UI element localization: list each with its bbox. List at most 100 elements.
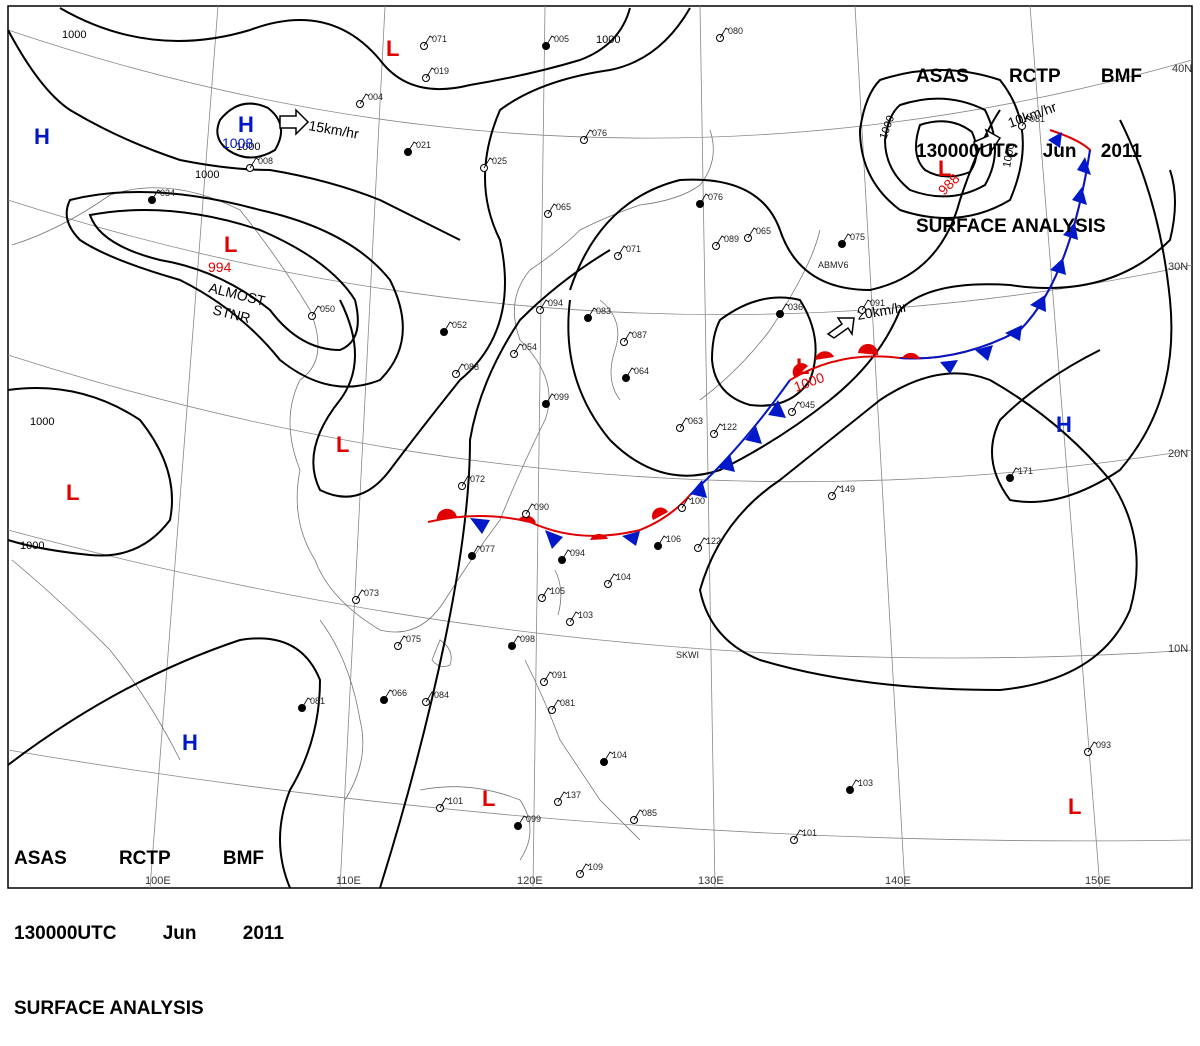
station-pressure-label: 094 [570, 548, 585, 558]
isobar-label: 1000 [236, 141, 260, 153]
station-pressure-label: 034 [160, 188, 175, 198]
coast-hainan [431, 639, 452, 668]
header-agency: RCTP [1008, 66, 1061, 87]
wind-barb-icon [587, 307, 598, 319]
coast-indochina [319, 619, 364, 801]
wind-barb-icon [397, 635, 408, 647]
station-plot: 065 [744, 226, 771, 242]
wind-barb-icon [551, 699, 562, 711]
almost-stnr-note: ALMOST STNR [207, 279, 267, 326]
coast-mainland [11, 129, 714, 633]
station-pressure-label: 106 [666, 534, 681, 544]
wind-barb-icon [547, 203, 558, 215]
header-source: BMF [1100, 66, 1142, 87]
station-pressure-label: 036 [788, 302, 803, 312]
station-pressure-label: 021 [416, 140, 431, 150]
station-pressure-label: 103 [858, 778, 873, 788]
wind-barb-icon [425, 691, 436, 703]
station-pressure-label: 109 [588, 862, 603, 872]
isobar-se-loop [991, 119, 1173, 503]
station-pressure-label: 103 [578, 610, 593, 620]
wind-barb-icon [423, 35, 434, 47]
wind-barb-icon [151, 189, 162, 201]
cold-front-segment [689, 379, 791, 496]
high-center-symbol: H [1056, 412, 1072, 437]
isobar-jp-loop [710, 296, 817, 407]
meridian-100e [149, 5, 219, 889]
wind-barb-icon [539, 299, 550, 311]
wind-barb-icon [1087, 741, 1098, 753]
note-stnr: STNR [211, 301, 252, 326]
isobar-h1008-ring [216, 102, 283, 159]
isobar-994-outer [65, 191, 404, 388]
wind-barb-icon [579, 863, 590, 875]
station-pressure-label: 093 [1096, 740, 1111, 750]
station-pressure-label: 066 [392, 688, 407, 698]
wind-barb-icon [607, 573, 618, 585]
station-pressure-label: 100 [690, 496, 705, 506]
station-plot: 080 [716, 26, 743, 42]
lat-label-40n: 40N [1172, 63, 1192, 75]
station-pressure-label: 122 [706, 536, 721, 546]
parallel-20n [7, 354, 1193, 483]
station-pressure-label: 052 [452, 320, 467, 330]
lon-label-110e: 110E [336, 875, 361, 887]
header-top: ASAS RCTP BMF 130000UTC Jun 2011 SURFACE… [916, 14, 1142, 264]
high-center-symbol: H [34, 124, 50, 149]
wind-barb-icon [849, 779, 860, 791]
map-frame [7, 5, 1193, 889]
station-plot: 045 [788, 400, 815, 416]
wind-barb-icon [543, 671, 554, 683]
low-center-symbol: L [796, 354, 809, 379]
station-pressure-label: 084 [434, 690, 449, 700]
wind-barb-icon [557, 791, 568, 803]
isobar-east-big [567, 169, 1176, 477]
station-plot: 065 [544, 202, 571, 218]
isobar-north-east [312, 7, 691, 498]
wind-barb-icon [569, 611, 580, 623]
meridian-130e [699, 5, 716, 889]
wind-barb-icon [861, 299, 872, 311]
station-pressure-label: 008 [258, 156, 273, 166]
station-plot: 094 [558, 548, 585, 564]
parallel-0n [7, 749, 1193, 842]
station-plot: 081 [1018, 114, 1045, 130]
station-pressure-label: 137 [566, 790, 581, 800]
station-plot: 149 [828, 484, 855, 500]
station-plot: 087 [620, 330, 647, 346]
low-center-symbol: L [938, 156, 951, 181]
station-plot: 122 [710, 422, 737, 438]
wind-barb-icon [793, 829, 804, 841]
station-plot: 036 [776, 302, 803, 318]
station-pressure-label: 005 [554, 34, 569, 44]
wind-barb-icon [545, 35, 556, 47]
wind-barb-icon [633, 809, 644, 821]
station-pressure-label: 072 [470, 474, 485, 484]
station-plot: 054 [510, 342, 537, 358]
station-plot: 076 [696, 192, 723, 208]
station-plot: 101 [436, 796, 463, 812]
coast-korea [599, 299, 621, 401]
isobar-988-mid [883, 97, 996, 198]
station-plot: 073 [352, 588, 379, 604]
wind-barb-icon [355, 589, 366, 601]
low-center-symbol: L [66, 480, 79, 505]
station-plot: 106 [654, 534, 681, 550]
station-pressure-label: 104 [616, 572, 631, 582]
wind-barb-icon [517, 815, 528, 827]
station-pressure-label: 073 [364, 588, 379, 598]
station-pressure-label: 088 [464, 362, 479, 372]
station-plot: 081 [548, 698, 575, 714]
station-plot: 075 [838, 232, 865, 248]
high-center-value: 1008 [222, 135, 253, 151]
wind-barb-icon [831, 485, 842, 497]
station-plot: 008 [246, 156, 273, 172]
wind-barb-icon [249, 157, 260, 169]
lon-label-100e: 100E [145, 875, 171, 887]
station-pressure-label: 101 [802, 828, 817, 838]
wind-barb-icon [713, 423, 724, 435]
grid-labels: 100E 110E 120E 130E 140E 150E 40N 30N 20… [145, 63, 1192, 887]
station-plot: 072 [458, 474, 485, 490]
motion-arrow-icon [826, 317, 855, 339]
lat-label-10n: 10N [1168, 643, 1188, 655]
